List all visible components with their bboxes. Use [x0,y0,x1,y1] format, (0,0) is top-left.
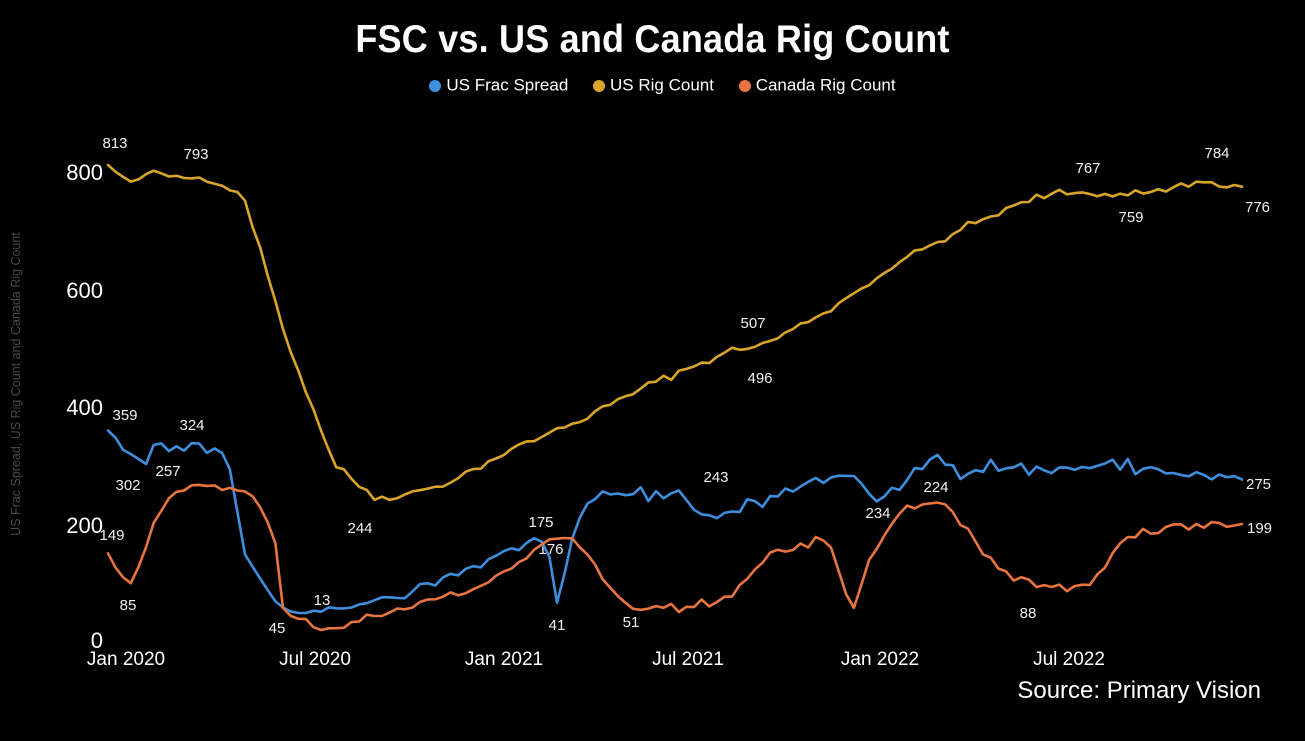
svg-text:302: 302 [115,477,140,494]
svg-text:224: 224 [923,479,948,496]
svg-text:813: 813 [102,135,127,152]
svg-text:199: 199 [1247,520,1272,537]
svg-text:Jul 2022: Jul 2022 [1033,649,1105,670]
svg-text:175: 175 [528,514,553,531]
svg-text:784: 784 [1204,145,1229,162]
svg-text:359: 359 [112,407,137,424]
svg-text:Jan 2022: Jan 2022 [841,649,919,670]
svg-text:793: 793 [183,146,208,163]
svg-text:759: 759 [1118,209,1143,226]
svg-text:200: 200 [66,513,103,538]
svg-text:149: 149 [99,527,124,544]
svg-text:51: 51 [623,614,640,631]
svg-text:234: 234 [865,505,890,522]
svg-text:85: 85 [120,597,137,614]
svg-text:324: 324 [179,417,204,434]
svg-text:400: 400 [66,395,103,420]
svg-text:507: 507 [740,315,765,332]
svg-text:257: 257 [155,463,180,480]
svg-text:275: 275 [1246,476,1271,493]
svg-text:Jan 2021: Jan 2021 [465,649,543,670]
svg-text:Jul 2020: Jul 2020 [279,649,351,670]
svg-text:243: 243 [703,469,728,486]
svg-text:88: 88 [1020,605,1037,622]
svg-text:Jul 2021: Jul 2021 [652,649,724,670]
svg-text:496: 496 [747,370,772,387]
svg-text:45: 45 [269,620,286,637]
svg-text:244: 244 [347,520,372,537]
svg-text:800: 800 [66,160,103,185]
svg-text:767: 767 [1075,160,1100,177]
svg-text:41: 41 [549,617,566,634]
svg-text:600: 600 [66,278,103,303]
svg-text:Jan 2020: Jan 2020 [87,649,165,670]
svg-text:776: 776 [1245,199,1270,216]
